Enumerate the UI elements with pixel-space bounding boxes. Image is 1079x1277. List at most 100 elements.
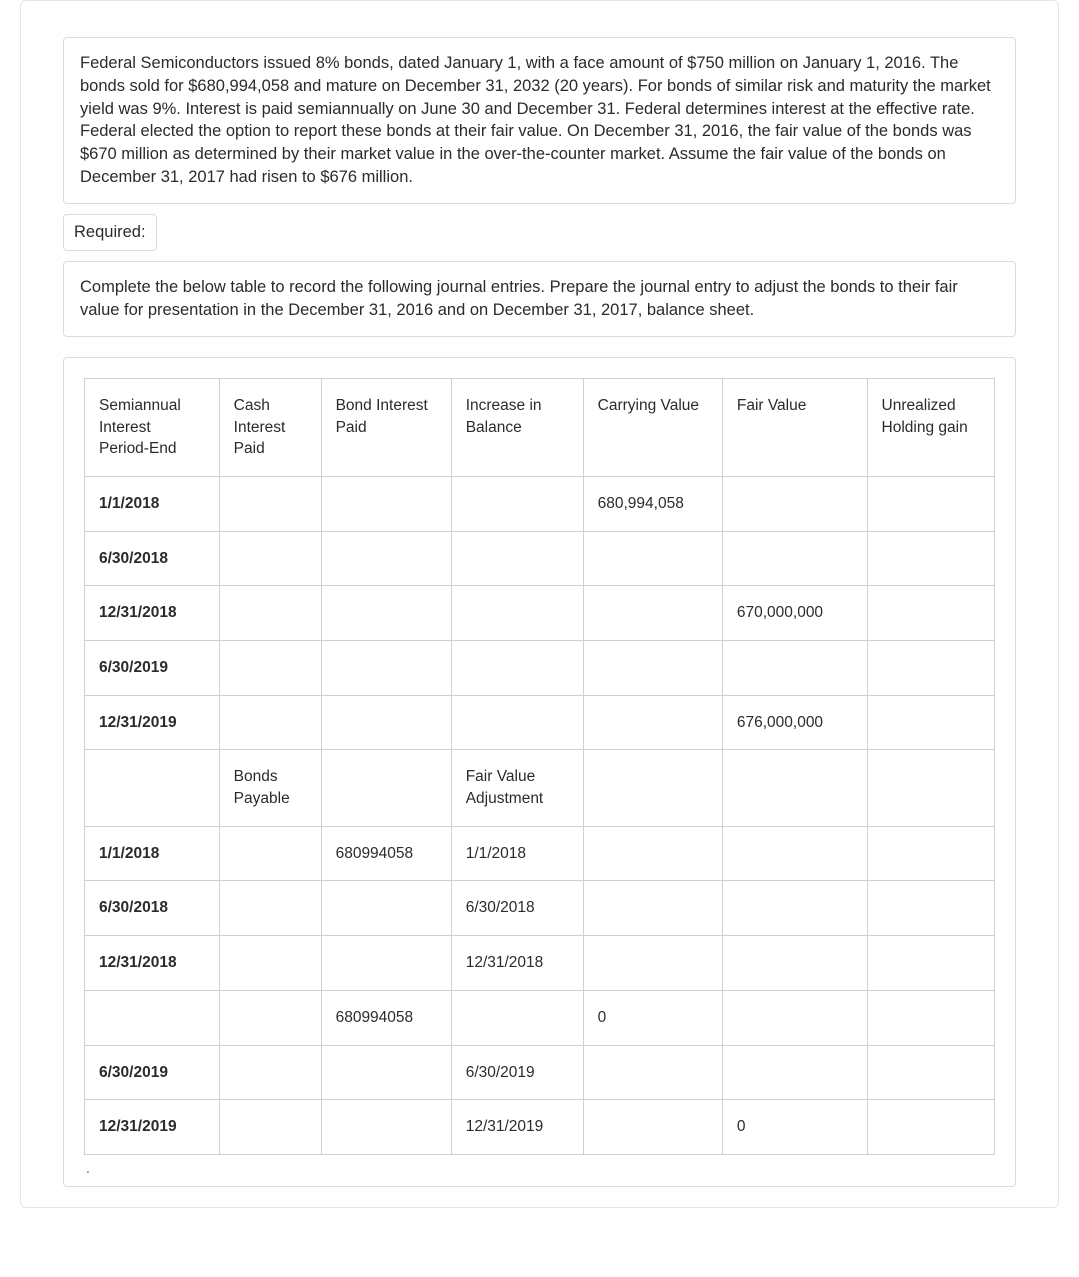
table-cell[interactable] xyxy=(867,1100,994,1155)
table-cell[interactable] xyxy=(867,881,994,936)
table-cell[interactable] xyxy=(722,476,867,531)
table-cell[interactable]: Fair Value Adjustment xyxy=(451,750,583,826)
table-cell[interactable] xyxy=(451,586,583,641)
table-cell[interactable] xyxy=(219,586,321,641)
table-cell[interactable] xyxy=(583,881,722,936)
table-cell[interactable] xyxy=(722,990,867,1045)
table-header-row: Semiannual Interest Period-EndCash Inter… xyxy=(85,378,995,476)
table-cell[interactable]: Bonds Payable xyxy=(219,750,321,826)
table-cell[interactable] xyxy=(583,826,722,881)
table-cell[interactable] xyxy=(867,826,994,881)
table-cell[interactable] xyxy=(219,990,321,1045)
table-cell[interactable] xyxy=(867,586,994,641)
table-cell[interactable] xyxy=(583,695,722,750)
table-cell[interactable] xyxy=(219,1045,321,1100)
table-cell[interactable] xyxy=(219,476,321,531)
table-cell[interactable]: 12/31/2019 xyxy=(85,1100,220,1155)
table-cell[interactable] xyxy=(722,1045,867,1100)
table-cell[interactable] xyxy=(85,750,220,826)
table-cell[interactable]: 680,994,058 xyxy=(583,476,722,531)
table-cell[interactable]: 6/30/2018 xyxy=(85,531,220,586)
table-cell[interactable]: 12/31/2018 xyxy=(85,586,220,641)
table-cell[interactable] xyxy=(867,990,994,1045)
question-container: Federal Semiconductors issued 8% bonds, … xyxy=(20,0,1059,1208)
table-cell[interactable] xyxy=(867,750,994,826)
table-cell[interactable] xyxy=(722,881,867,936)
table-cell[interactable]: 6/30/2019 xyxy=(451,1045,583,1100)
table-cell[interactable] xyxy=(867,476,994,531)
table-cell[interactable] xyxy=(867,641,994,696)
table-cell[interactable] xyxy=(219,826,321,881)
table-cell[interactable]: 0 xyxy=(583,990,722,1045)
table-cell[interactable] xyxy=(583,750,722,826)
table-cell[interactable] xyxy=(451,641,583,696)
table-header-cell: Increase in Balance xyxy=(451,378,583,476)
table-cell[interactable] xyxy=(321,1045,451,1100)
required-label: Required: xyxy=(63,214,157,251)
table-cell[interactable] xyxy=(321,936,451,991)
table-cell[interactable] xyxy=(85,990,220,1045)
table-cell[interactable]: 680994058 xyxy=(321,826,451,881)
table-cell[interactable]: 1/1/2018 xyxy=(451,826,583,881)
table-cell[interactable] xyxy=(321,586,451,641)
table-cell[interactable]: 6/30/2019 xyxy=(85,1045,220,1100)
table-cell[interactable] xyxy=(321,1100,451,1155)
table-cell[interactable] xyxy=(321,531,451,586)
table-cell[interactable]: 12/31/2019 xyxy=(85,695,220,750)
table-cell[interactable] xyxy=(219,641,321,696)
table-cell[interactable] xyxy=(219,695,321,750)
table-cell[interactable] xyxy=(722,750,867,826)
table-cell[interactable]: 12/31/2018 xyxy=(85,936,220,991)
table-cell[interactable]: 6/30/2019 xyxy=(85,641,220,696)
required-wrap: Required: xyxy=(63,214,1016,251)
table-header-cell: Carrying Value xyxy=(583,378,722,476)
table-cell[interactable] xyxy=(583,936,722,991)
table-cell[interactable] xyxy=(451,531,583,586)
table-cell[interactable] xyxy=(219,1100,321,1155)
table-cell[interactable] xyxy=(722,936,867,991)
table-cell[interactable] xyxy=(722,531,867,586)
table-header-cell: Fair Value xyxy=(722,378,867,476)
table-cell[interactable] xyxy=(321,750,451,826)
intro-text: Federal Semiconductors issued 8% bonds, … xyxy=(80,52,999,189)
table-cell[interactable]: 1/1/2018 xyxy=(85,476,220,531)
table-cell[interactable] xyxy=(583,1100,722,1155)
table-row: Bonds Payable Fair Value Adjustment xyxy=(85,750,995,826)
table-cell[interactable] xyxy=(583,531,722,586)
table-cell[interactable] xyxy=(722,826,867,881)
table-cell[interactable]: 676,000,000 xyxy=(722,695,867,750)
table-cell[interactable] xyxy=(867,531,994,586)
table-cell[interactable] xyxy=(321,641,451,696)
table-cell[interactable] xyxy=(451,695,583,750)
table-cell[interactable] xyxy=(451,476,583,531)
table-cell[interactable]: 6/30/2018 xyxy=(451,881,583,936)
table-cell[interactable] xyxy=(583,586,722,641)
trailing-dot: . xyxy=(84,1155,995,1179)
table-cell[interactable]: 0 xyxy=(722,1100,867,1155)
table-cell[interactable]: 670,000,000 xyxy=(722,586,867,641)
table-cell[interactable] xyxy=(321,881,451,936)
table-cell[interactable]: 12/31/2018 xyxy=(451,936,583,991)
table-row: 1/1/2018 680,994,058 xyxy=(85,476,995,531)
table-cell[interactable] xyxy=(219,531,321,586)
table-cell[interactable] xyxy=(451,990,583,1045)
table-row: 12/31/2019 12/31/2019 0 xyxy=(85,1100,995,1155)
table-cell[interactable] xyxy=(321,695,451,750)
table-cell[interactable]: 680994058 xyxy=(321,990,451,1045)
table-cell[interactable] xyxy=(867,695,994,750)
table-cell[interactable]: 6/30/2018 xyxy=(85,881,220,936)
table-cell[interactable] xyxy=(867,1045,994,1100)
table-row: 6/30/2019 xyxy=(85,641,995,696)
table-cell[interactable]: 1/1/2018 xyxy=(85,826,220,881)
table-header-cell: Semiannual Interest Period-End xyxy=(85,378,220,476)
table-cell[interactable] xyxy=(583,641,722,696)
table-cell[interactable] xyxy=(219,881,321,936)
table-cell[interactable]: 12/31/2019 xyxy=(451,1100,583,1155)
table-cell[interactable] xyxy=(219,936,321,991)
table-cell[interactable] xyxy=(583,1045,722,1100)
table-header-cell: Cash Interest Paid xyxy=(219,378,321,476)
table-cell[interactable] xyxy=(722,641,867,696)
table-cell[interactable] xyxy=(321,476,451,531)
table-cell[interactable] xyxy=(867,936,994,991)
table-header-cell: Bond Interest Paid xyxy=(321,378,451,476)
